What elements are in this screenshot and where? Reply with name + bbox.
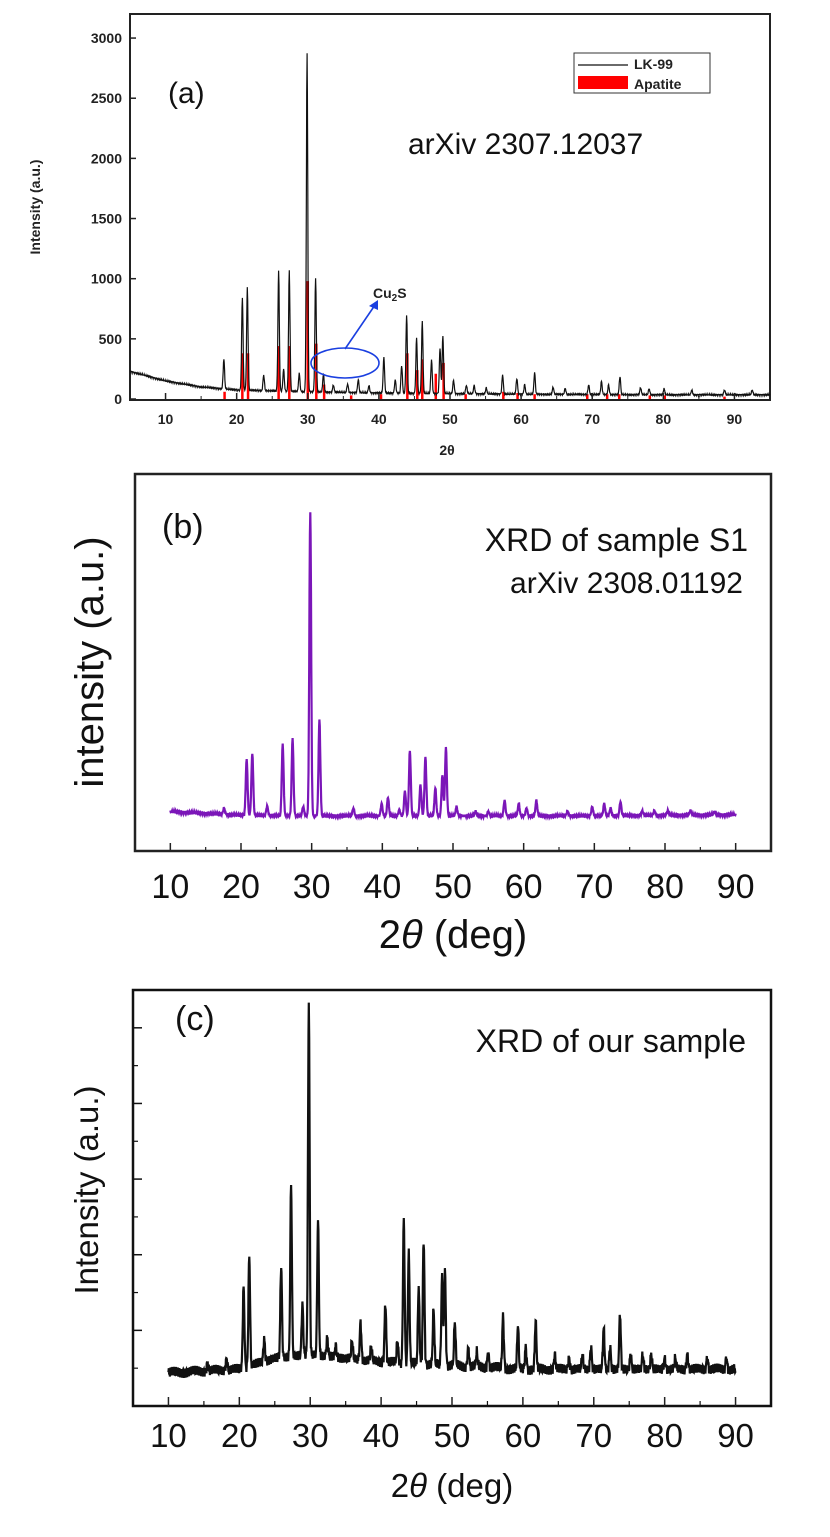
panel-b-annotation-line2: arXiv 2308.01192 xyxy=(510,567,743,600)
panel-a-xtick-label: 40 xyxy=(371,411,387,427)
panel-b-xtick-label: 60 xyxy=(505,868,543,906)
panel-b-xtick-label: 10 xyxy=(151,868,189,906)
cu2s-arrow xyxy=(344,304,376,350)
panel-a-label: (a) xyxy=(168,77,205,110)
panel-a-xtick-label: 90 xyxy=(727,411,743,427)
panel-c-label: (c) xyxy=(175,1000,215,1038)
panel-b-label: (b) xyxy=(162,508,204,546)
panel-b-xtick-label: 40 xyxy=(363,868,401,906)
s1-series-line xyxy=(169,512,737,822)
panel-a-ytick-label: 2000 xyxy=(91,150,122,166)
panel-c: 10 20 30 40 50 60 70 80 90 (c) XRD of our sample… xyxy=(68,988,773,1504)
legend-label-lk99: LK-99 xyxy=(634,56,673,72)
our-sample-series-line xyxy=(167,1002,737,1378)
panel-c-xtick-label: 20 xyxy=(221,1417,258,1454)
panel-a-ylabel: Intensity (a.u.) xyxy=(27,160,43,255)
cu2s-region-ellipse xyxy=(310,347,380,379)
cu2s-arrowhead xyxy=(369,300,378,310)
panel-c-xlabel: 2θ (deg) xyxy=(391,1467,513,1504)
panel-a-ytick-label: 500 xyxy=(99,331,123,347)
panel-c-ylabel: Intensity (a.u.) xyxy=(68,1085,105,1294)
lk99-series-line xyxy=(129,53,771,398)
panel-b-xtick-label: 50 xyxy=(434,868,472,906)
panel-a-frame xyxy=(129,13,771,401)
panel-b-annotation-line1: XRD of sample S1 xyxy=(485,522,748,558)
panel-b-xtick-label: 90 xyxy=(717,868,755,906)
panel-c-xtick-label: 70 xyxy=(575,1417,612,1454)
panel-a-ytick-label: 1500 xyxy=(91,211,122,227)
panel-b-xlabel: 2θ (deg) xyxy=(379,913,527,957)
panel-a-ytick-label: 1000 xyxy=(91,271,122,287)
panel-c-xtick-label: 60 xyxy=(505,1417,542,1454)
panel-c-xtick-label: 30 xyxy=(292,1417,329,1454)
panel-a-xtick-label: 20 xyxy=(229,411,245,427)
panel-a-annotation: arXiv 2307.12037 xyxy=(408,128,643,161)
cu2s-callout: Cu2S xyxy=(310,285,407,379)
panel-a-ytick-label: 2500 xyxy=(91,90,122,106)
panel-a-ytick-label: 0 xyxy=(114,391,122,407)
legend-swatch-apatite xyxy=(578,76,628,89)
panel-b-ylabel: intensity (a.u.) xyxy=(68,536,112,787)
panel-b-xtick-label: 20 xyxy=(222,868,260,906)
panel-b-xtick-label: 30 xyxy=(293,868,331,906)
panel-b: 10 20 30 40 50 60 70 80 90 (b) XRD of sample S1 … xyxy=(68,472,773,957)
panel-c-annotation: XRD of our sample xyxy=(476,1023,746,1059)
cu2s-label: Cu2S xyxy=(373,285,407,304)
panel-c-xtick-label: 10 xyxy=(150,1417,187,1454)
panel-c-xtick-label: 50 xyxy=(434,1417,471,1454)
panel-b-xtick-label: 80 xyxy=(646,868,684,906)
panel-a-xtick-label: 30 xyxy=(300,411,316,427)
panel-a-legend: LK-99 Apatite xyxy=(573,52,711,94)
legend-label-apatite: Apatite xyxy=(634,76,682,92)
panel-a-xtick-label: 80 xyxy=(656,411,672,427)
panel-a-ytick-label: 3000 xyxy=(91,30,122,46)
panel-c-xtick-label: 90 xyxy=(717,1417,754,1454)
panel-a-xlabel: 2θ xyxy=(439,442,454,458)
panel-c-xtick-label: 80 xyxy=(646,1417,683,1454)
panel-a-xtick-label: 60 xyxy=(513,411,529,427)
panel-a-xtick-label: 10 xyxy=(158,411,174,427)
panel-a-xtick-label: 70 xyxy=(584,411,600,427)
panel-a: 10 20 30 40 50 60 70 80 90 0 500 1000 1500 2000 2500 3… xyxy=(27,13,771,458)
panel-a-xtick-label: 50 xyxy=(442,411,458,427)
panel-c-xtick-label: 40 xyxy=(363,1417,400,1454)
panel-b-xtick-label: 70 xyxy=(575,868,613,906)
